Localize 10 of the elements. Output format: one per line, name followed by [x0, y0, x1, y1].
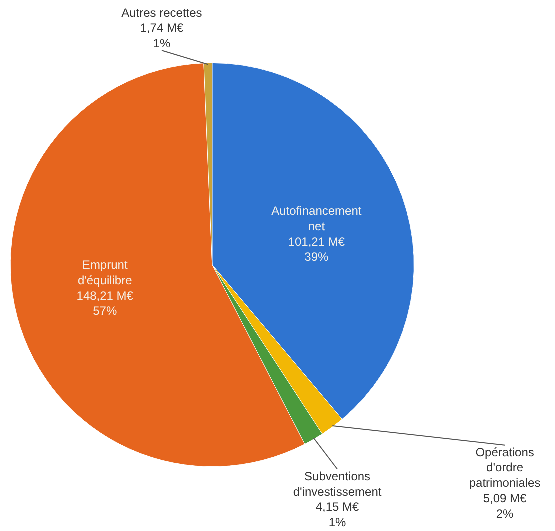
data-label: 4,15 M€ 1%: [316, 500, 360, 530]
slice-label: Autres recettes: [122, 6, 202, 20]
slice-label: Opérations d'ordre patrimoniales: [469, 445, 541, 490]
slice-label: Autofinancement net: [272, 204, 362, 234]
data-label: 148,21 M€ 57%: [76, 288, 134, 318]
data-label: 101,21 M€ 39%: [288, 234, 346, 264]
slice-label: Emprunt d'équilibre: [78, 258, 133, 288]
slice-label: Subventions d'investissement: [293, 469, 382, 499]
data-label: 5,09 M€ 2%: [483, 492, 528, 521]
data-label: 1,74 M€ 1%: [140, 21, 184, 51]
